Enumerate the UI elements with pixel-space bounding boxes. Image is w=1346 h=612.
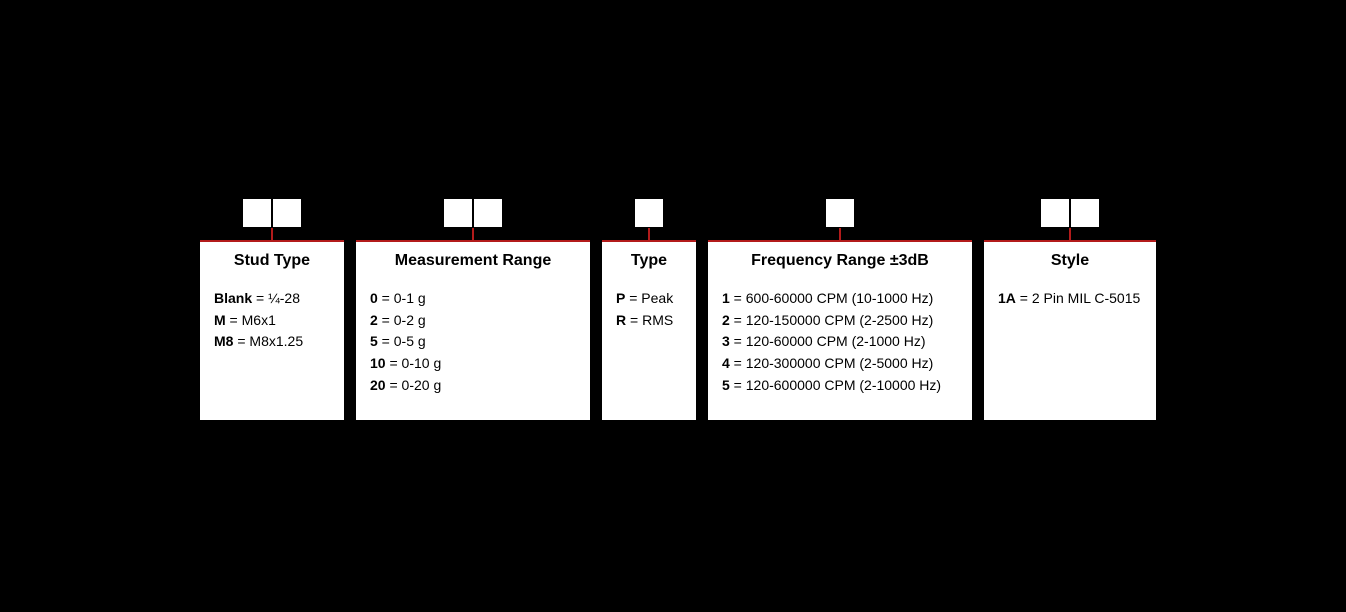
option-code: 0 <box>370 290 378 306</box>
option-label: = 0-20 g <box>386 377 442 393</box>
type-title: Type <box>616 252 682 270</box>
connector-line <box>472 228 474 240</box>
type-input-box[interactable] <box>634 198 664 228</box>
option-label: = 120-60000 CPM (2-1000 Hz) <box>730 333 926 349</box>
option-label: = RMS <box>626 312 673 328</box>
option-code: 2 <box>370 312 378 328</box>
measurement-range-card: Measurement Range0 = 0-1 g2 = 0-2 g5 = 0… <box>356 242 590 420</box>
option-code: R <box>616 312 626 328</box>
option-code: 10 <box>370 355 386 371</box>
measurement-range-option: 2 = 0-2 g <box>370 310 576 332</box>
option-label: = 600-60000 CPM (10-1000 Hz) <box>730 290 934 306</box>
section-type: TypeP = PeakR = RMS <box>602 198 696 420</box>
style-input-box[interactable] <box>1040 198 1070 228</box>
style-input-box[interactable] <box>1070 198 1100 228</box>
option-label: = M6x1 <box>226 312 276 328</box>
option-code: P <box>616 290 625 306</box>
option-code: 1A <box>998 290 1016 306</box>
frequency-range-card: Frequency Range ±3dB 1 = 600-60000 CPM (1… <box>708 242 972 420</box>
style-option: 1A = 2 Pin MIL C-5015 <box>998 288 1142 310</box>
frequency-range-option: 1 = 600-60000 CPM (10-1000 Hz) <box>722 288 958 310</box>
frequency-range-option: 4 = 120-300000 CPM (2-5000 Hz) <box>722 353 958 375</box>
stud-type-input-box[interactable] <box>242 198 272 228</box>
section-measurement-range: Measurement Range0 = 0-1 g2 = 0-2 g5 = 0… <box>356 198 590 420</box>
frequency-range-option: 2 = 120-150000 CPM (2-2500 Hz) <box>722 310 958 332</box>
option-label: = 0-2 g <box>378 312 426 328</box>
measurement-range-option: 5 = 0-5 g <box>370 331 576 353</box>
frequency-range-input-box[interactable] <box>825 198 855 228</box>
measurement-range-option: 10 = 0-10 g <box>370 353 576 375</box>
option-label: = 0-1 g <box>378 290 426 306</box>
section-style: Style 1A = 2 Pin MIL C-5015 <box>984 198 1156 420</box>
frequency-range-option: 5 = 120-600000 CPM (2-10000 Hz) <box>722 375 958 397</box>
measurement-range-input-box[interactable] <box>473 198 503 228</box>
section-stud-type: Stud TypeBlank = ¼-28M = M6x1M8 = M8x1.2… <box>200 198 344 420</box>
section-frequency-range: Frequency Range ±3dB 1 = 600-60000 CPM (1… <box>708 198 972 420</box>
style-input-boxes <box>1040 198 1100 228</box>
measurement-range-option: 20 = 0-20 g <box>370 375 576 397</box>
option-code: 4 <box>722 355 730 371</box>
type-option: P = Peak <box>616 288 682 310</box>
type-input-boxes <box>634 198 664 228</box>
connector-line <box>648 228 650 240</box>
connector-line <box>1069 228 1071 240</box>
option-code: 1 <box>722 290 730 306</box>
option-label: = 120-150000 CPM (2-2500 Hz) <box>730 312 934 328</box>
connector-line <box>839 228 841 240</box>
frequency-range-input-boxes <box>825 198 855 228</box>
diagram-container: Stud TypeBlank = ¼-28M = M6x1M8 = M8x1.2… <box>200 198 1156 420</box>
option-code: M <box>214 312 226 328</box>
option-label: = ¼-28 <box>252 290 300 306</box>
connector-line <box>271 228 273 240</box>
option-code: 3 <box>722 333 730 349</box>
measurement-range-title: Measurement Range <box>370 252 576 270</box>
frequency-range-option: 3 = 120-60000 CPM (2-1000 Hz) <box>722 331 958 353</box>
stud-type-input-box[interactable] <box>272 198 302 228</box>
option-label: = Peak <box>625 290 673 306</box>
style-card: Style 1A = 2 Pin MIL C-5015 <box>984 242 1156 420</box>
stud-type-title: Stud Type <box>214 252 330 270</box>
measurement-range-input-boxes <box>443 198 503 228</box>
option-code: 20 <box>370 377 386 393</box>
option-code: 5 <box>370 333 378 349</box>
option-label: = 0-10 g <box>386 355 442 371</box>
stud-type-option: M8 = M8x1.25 <box>214 331 330 353</box>
option-label: = 0-5 g <box>378 333 426 349</box>
type-card: TypeP = PeakR = RMS <box>602 242 696 420</box>
option-label: = 2 Pin MIL C-5015 <box>1016 290 1140 306</box>
stud-type-option: M = M6x1 <box>214 310 330 332</box>
option-code: M8 <box>214 333 233 349</box>
stud-type-card: Stud TypeBlank = ¼-28M = M6x1M8 = M8x1.2… <box>200 242 344 420</box>
option-label: = 120-300000 CPM (2-5000 Hz) <box>730 355 934 371</box>
stud-type-option: Blank = ¼-28 <box>214 288 330 310</box>
style-title: Style <box>998 252 1142 270</box>
option-code: 2 <box>722 312 730 328</box>
measurement-range-option: 0 = 0-1 g <box>370 288 576 310</box>
frequency-range-title: Frequency Range ±3dB <box>722 252 958 270</box>
option-label: = M8x1.25 <box>233 333 303 349</box>
option-label: = 120-600000 CPM (2-10000 Hz) <box>730 377 941 393</box>
stud-type-input-boxes <box>242 198 302 228</box>
measurement-range-input-box[interactable] <box>443 198 473 228</box>
option-code: 5 <box>722 377 730 393</box>
option-code: Blank <box>214 290 252 306</box>
type-option: R = RMS <box>616 310 682 332</box>
